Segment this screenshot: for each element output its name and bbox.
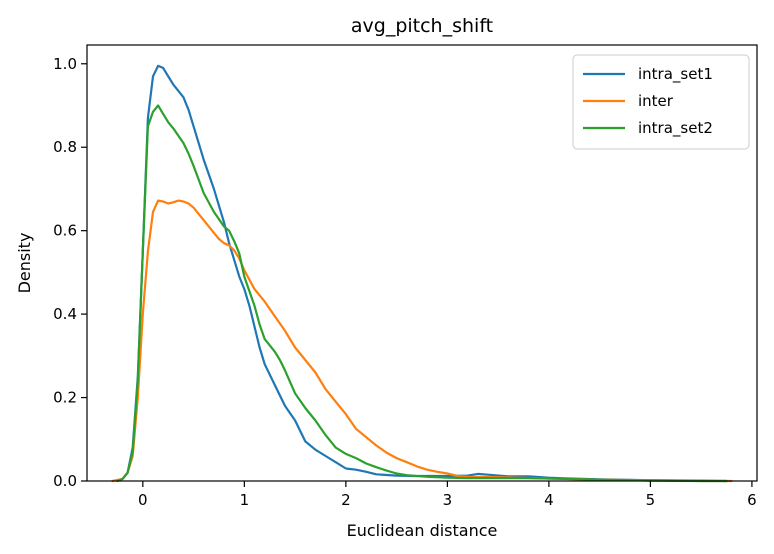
chart-title: avg_pitch_shift <box>351 15 493 37</box>
legend-label-intra_set2: intra_set2 <box>638 119 713 138</box>
x-tick-label: 3 <box>443 491 453 509</box>
y-tick-label: 0.6 <box>53 222 77 240</box>
series-line-intra_set2 <box>116 104 728 483</box>
legend-label-intra_set1: intra_set1 <box>638 65 713 84</box>
y-axis-title: Density <box>15 233 34 294</box>
x-axis-title: Euclidean distance <box>347 521 498 540</box>
series-layer <box>111 64 733 483</box>
x-tick-label: 0 <box>138 491 148 509</box>
axes-frame <box>86 44 758 482</box>
y-tick-label: 1.0 <box>53 55 77 73</box>
x-tick-label: 2 <box>341 491 351 509</box>
y-tick-label: 0.2 <box>53 389 77 407</box>
y-tick-label: 0.4 <box>53 305 77 323</box>
x-tick-label: 5 <box>646 491 656 509</box>
series-line-intra_set1 <box>116 64 728 483</box>
x-tick-label: 4 <box>544 491 554 509</box>
x-axis: 0 1 2 3 4 5 6 <box>138 481 757 509</box>
y-tick-label: 0.0 <box>53 472 77 490</box>
x-tick-label: 6 <box>747 491 757 509</box>
x-tick-label: 1 <box>240 491 250 509</box>
series-line-inter <box>111 199 733 483</box>
legend-box <box>572 54 750 150</box>
y-axis: 0.0 0.2 0.4 0.6 0.8 1.0 <box>53 55 87 490</box>
y-tick-label: 0.8 <box>53 138 77 156</box>
plot-area <box>86 44 758 483</box>
legend-label-inter: inter <box>638 92 674 110</box>
